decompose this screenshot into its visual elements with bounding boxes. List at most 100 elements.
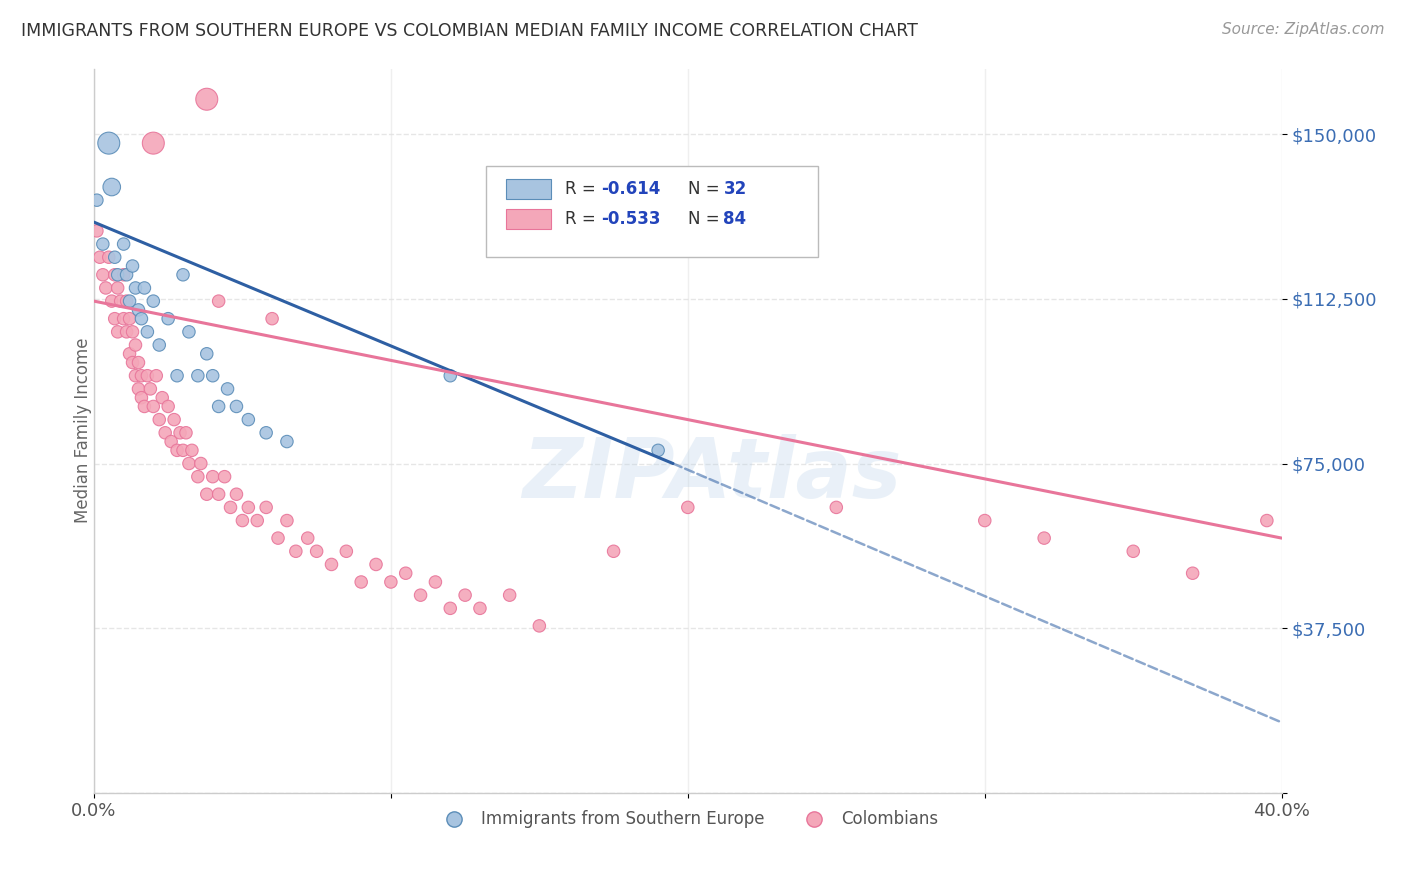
- Point: [498, 588, 520, 602]
- Point: [172, 268, 194, 282]
- Point: [157, 311, 180, 326]
- Point: [91, 268, 114, 282]
- Point: [163, 412, 186, 426]
- Point: [1256, 514, 1278, 528]
- Point: [208, 294, 231, 309]
- Point: [139, 382, 162, 396]
- Point: [219, 500, 242, 515]
- Point: [187, 469, 209, 483]
- Point: [86, 193, 108, 207]
- Point: [121, 325, 143, 339]
- Point: [439, 368, 461, 383]
- Point: [148, 412, 170, 426]
- Point: [439, 601, 461, 615]
- Text: R =: R =: [565, 179, 602, 198]
- Point: [201, 368, 224, 383]
- Point: [262, 311, 284, 326]
- Point: [1181, 566, 1204, 581]
- Point: [174, 425, 197, 440]
- Point: [107, 268, 129, 282]
- Point: [297, 531, 319, 545]
- FancyBboxPatch shape: [486, 166, 818, 257]
- Text: -0.614: -0.614: [602, 179, 661, 198]
- Point: [86, 224, 108, 238]
- Point: [97, 136, 120, 150]
- Text: 32: 32: [724, 179, 747, 198]
- Point: [134, 400, 156, 414]
- Point: [195, 347, 218, 361]
- Point: [187, 368, 209, 383]
- Point: [91, 237, 114, 252]
- Point: [973, 514, 995, 528]
- Point: [127, 382, 149, 396]
- Point: [142, 136, 165, 150]
- Text: IMMIGRANTS FROM SOUTHERN EUROPE VS COLOMBIAN MEDIAN FAMILY INCOME CORRELATION CH: IMMIGRANTS FROM SOUTHERN EUROPE VS COLOM…: [21, 22, 918, 40]
- Text: N =: N =: [688, 211, 724, 228]
- Point: [166, 368, 188, 383]
- Point: [195, 92, 218, 106]
- Point: [115, 325, 138, 339]
- Point: [104, 250, 127, 264]
- Point: [112, 237, 135, 252]
- Point: [104, 311, 127, 326]
- Point: [676, 500, 699, 515]
- Point: [190, 457, 212, 471]
- Point: [100, 180, 122, 194]
- Point: [107, 325, 129, 339]
- Point: [112, 268, 135, 282]
- Text: Source: ZipAtlas.com: Source: ZipAtlas.com: [1222, 22, 1385, 37]
- Point: [195, 487, 218, 501]
- Point: [225, 400, 247, 414]
- Point: [94, 281, 117, 295]
- Point: [214, 469, 236, 483]
- Point: [276, 434, 298, 449]
- Point: [131, 368, 153, 383]
- Point: [157, 400, 180, 414]
- Point: [181, 443, 204, 458]
- Point: [148, 338, 170, 352]
- Point: [335, 544, 357, 558]
- Legend: Immigrants from Southern Europe, Colombians: Immigrants from Southern Europe, Colombi…: [430, 804, 945, 835]
- Point: [254, 500, 277, 515]
- Point: [305, 544, 328, 558]
- Point: [364, 558, 387, 572]
- Point: [118, 347, 141, 361]
- Point: [238, 500, 260, 515]
- Point: [217, 382, 239, 396]
- Point: [395, 566, 418, 581]
- Point: [454, 588, 477, 602]
- Point: [225, 487, 247, 501]
- Text: 84: 84: [724, 211, 747, 228]
- Point: [131, 391, 153, 405]
- Bar: [506, 178, 551, 199]
- Point: [110, 294, 132, 309]
- Point: [107, 281, 129, 295]
- Point: [118, 311, 141, 326]
- Point: [127, 302, 149, 317]
- Text: ZIPAtlas: ZIPAtlas: [522, 434, 901, 515]
- Point: [118, 294, 141, 309]
- Point: [124, 281, 146, 295]
- Point: [145, 368, 167, 383]
- Point: [131, 311, 153, 326]
- Point: [172, 443, 194, 458]
- Point: [124, 338, 146, 352]
- Text: R =: R =: [565, 211, 602, 228]
- Point: [321, 558, 343, 572]
- Point: [825, 500, 848, 515]
- Point: [231, 514, 253, 528]
- Point: [124, 368, 146, 383]
- Point: [254, 425, 277, 440]
- Point: [150, 391, 173, 405]
- Point: [104, 268, 127, 282]
- Point: [89, 250, 111, 264]
- Point: [425, 574, 447, 589]
- Text: N =: N =: [688, 179, 724, 198]
- Y-axis label: Median Family Income: Median Family Income: [75, 338, 91, 524]
- Text: -0.533: -0.533: [602, 211, 661, 228]
- Point: [529, 619, 551, 633]
- Point: [201, 469, 224, 483]
- Point: [177, 457, 200, 471]
- Point: [142, 400, 165, 414]
- Point: [97, 250, 120, 264]
